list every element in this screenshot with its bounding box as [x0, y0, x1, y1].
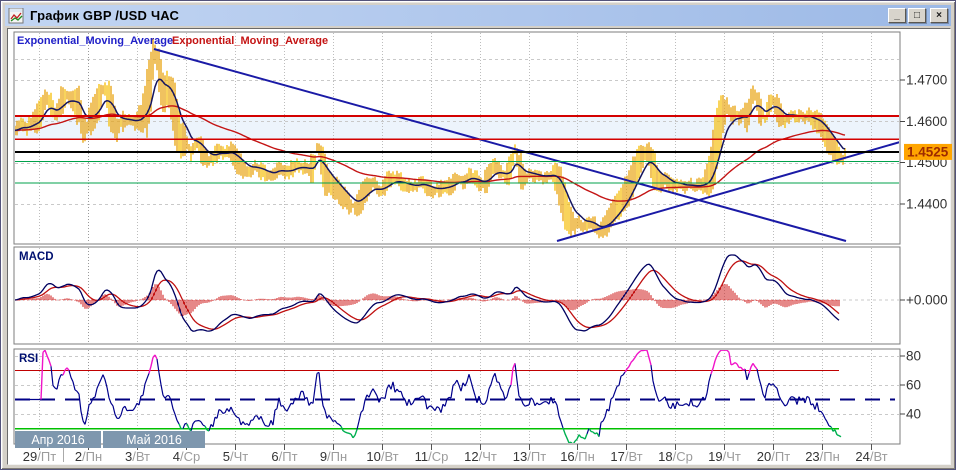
time-axis-label: 29/Пт: [23, 449, 56, 464]
time-axis-label: 17/Вт: [610, 449, 642, 464]
month-labels: Апр 2016 Май 2016: [15, 431, 205, 448]
time-axis-label: 20/Пт: [757, 449, 790, 464]
legend-item-2[interactable]: Exponential_Moving_Average: [172, 35, 328, 47]
time-axis: 29/Пт 2/Пн 3/Вт 4/Ср 5/Чт 6/Пт 9/Пн 10/Вт 11/Ср 1…: [23, 444, 888, 464]
window-controls: _ □ ×: [888, 8, 948, 23]
legend: Exponential_Moving_AverageExponential_Mo…: [17, 35, 328, 47]
time-axis-label: 23/Пн: [805, 449, 840, 464]
current-price-tag: 1.4525: [904, 143, 952, 160]
macd-panel[interactable]: [13, 246, 901, 345]
time-axis-label: 19/Чт: [708, 449, 741, 464]
maximize-button[interactable]: □: [908, 8, 926, 23]
time-axis-label: 6/Пт: [271, 449, 297, 464]
time-axis-label: 11/Ср: [415, 449, 449, 464]
horizontal-levels: [15, 114, 899, 184]
rsi-plot[interactable]: [15, 350, 899, 444]
month-label: Апр 2016: [31, 433, 84, 447]
trendline-1[interactable]: [153, 48, 847, 242]
time-axis-label: 12/Чт: [464, 449, 497, 464]
legend-item-1[interactable]: Exponential_Moving_Average: [17, 35, 173, 47]
gridlines: [15, 33, 899, 443]
time-axis-label: 18/Ср: [658, 449, 693, 464]
minimize-button[interactable]: _: [888, 8, 906, 23]
time-axis-label: 9/Пн: [320, 449, 347, 464]
chart-app-icon: [8, 7, 25, 24]
rsi-line-oversold: [178, 423, 842, 443]
close-button[interactable]: ×: [930, 8, 948, 23]
rsi-axis-label: 40: [906, 407, 921, 422]
time-axis-label: 2/Пн: [75, 449, 102, 464]
price-axis-label: 1.4600: [906, 114, 947, 129]
rsi-panel[interactable]: [13, 348, 901, 445]
time-axis-label: 4/Ср: [173, 449, 200, 464]
rsi-panel-title: RSI: [19, 353, 38, 365]
month-label: Май 2016: [126, 433, 182, 447]
macd-panel-title: MACD: [19, 251, 54, 263]
current-price-value: 1.4525: [907, 144, 949, 159]
window-title: График GBP /USD ЧАС: [30, 8, 180, 23]
rsi-line-overbought: [40, 350, 758, 400]
time-axis-label: 13/Пт: [513, 449, 546, 464]
rsi-line: [15, 358, 832, 437]
macd-axis-label: +0.000: [906, 293, 948, 308]
time-axis-label: 5/Чт: [223, 449, 249, 464]
macd-plot[interactable]: [15, 254, 899, 332]
price-axis-label: 1.4400: [906, 196, 947, 211]
title-bar[interactable]: График GBP /USD ЧАС _ □ ×: [5, 5, 951, 26]
price-axis-label: 1.4700: [906, 73, 947, 88]
time-axis-label: 3/Вт: [125, 449, 150, 464]
time-axis-label: 24/Вт: [855, 449, 887, 464]
macd-line: [15, 254, 840, 332]
time-axis-label: 10/Вт: [366, 449, 398, 464]
ema-slow-line: [15, 105, 846, 202]
rsi-axis-label: 80: [906, 349, 921, 364]
time-axis-label: 16/Пн: [560, 449, 595, 464]
trendline-2[interactable]: [556, 141, 900, 242]
ema-fast-line: [15, 78, 846, 228]
rsi-axis-label: 60: [906, 378, 921, 393]
